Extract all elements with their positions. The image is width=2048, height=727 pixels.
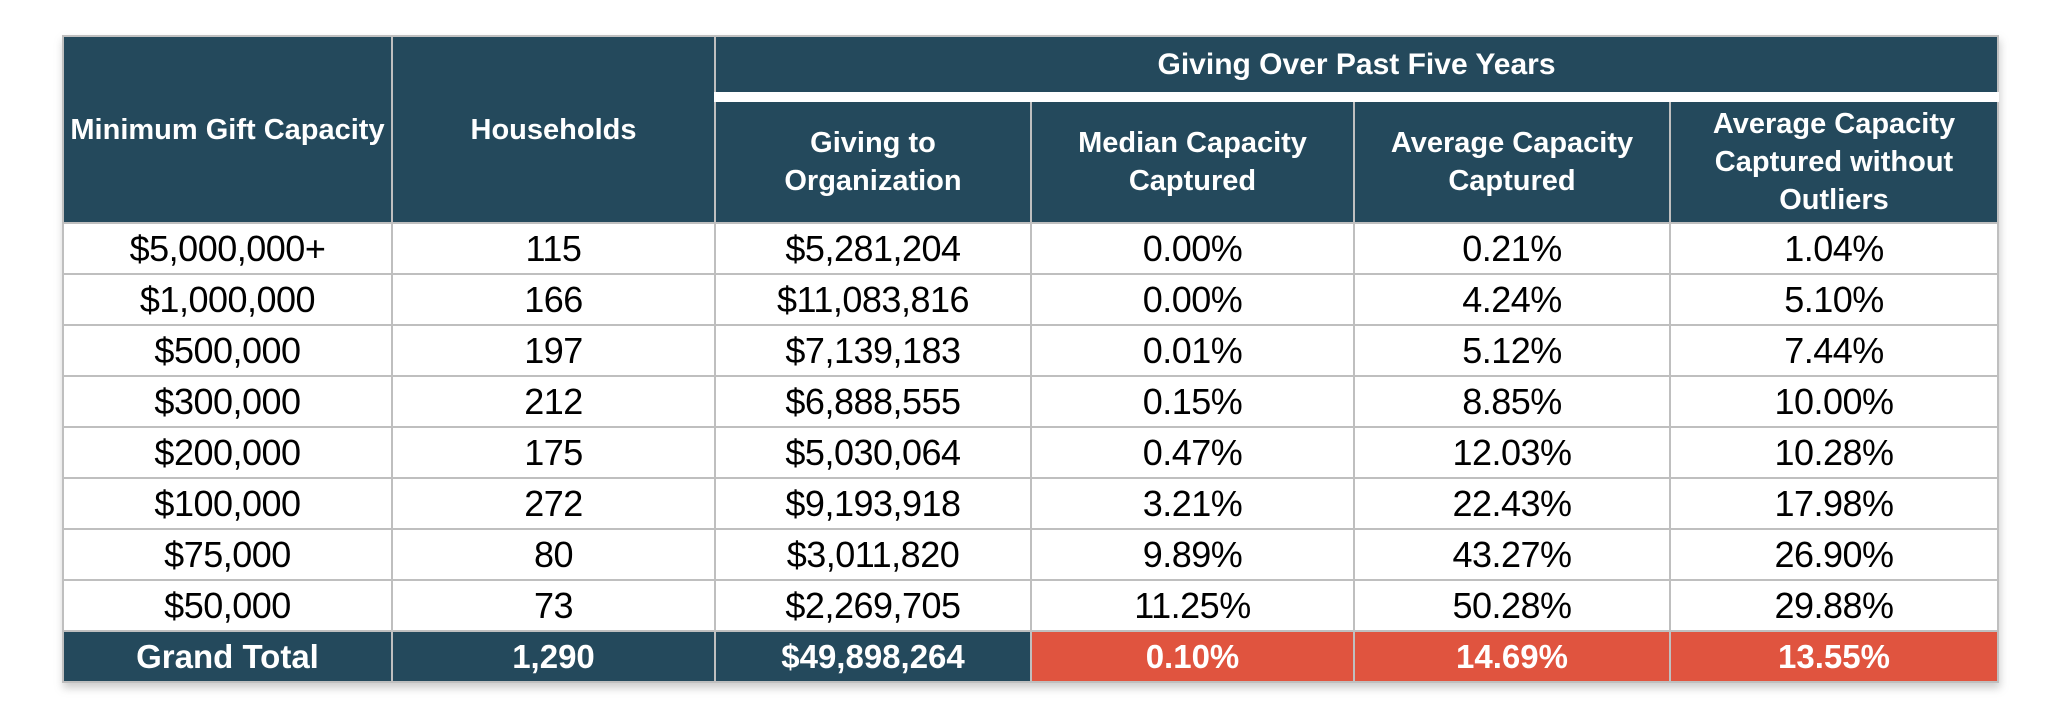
table-cell: 80 — [391, 528, 716, 581]
table-body: $5,000,000+ 115 $5,281,204 0.00% 0.21% 1… — [62, 222, 1999, 683]
table-row: $100,000 272 $9,193,918 3.21% 22.43% 17.… — [62, 477, 1999, 530]
group-header-row: Minimum Gift Capacity Households Giving … — [62, 35, 1999, 224]
table-cell: 12.03% — [1353, 426, 1671, 479]
col-header-giving-to-organization: Giving to Organization — [714, 96, 1032, 224]
table-cell: $100,000 — [62, 477, 393, 530]
table-cell: 11.25% — [1030, 579, 1355, 632]
table-row: $1,000,000 166 $11,083,816 0.00% 4.24% 5… — [62, 273, 1999, 326]
table-cell: 166 — [391, 273, 716, 326]
table-cell: 3.21% — [1030, 477, 1355, 530]
table-cell: $75,000 — [62, 528, 393, 581]
table-cell: 0.00% — [1030, 273, 1355, 326]
table-cell: 22.43% — [1353, 477, 1671, 530]
col-header-average-capacity-captured-without-outliers: Average Capacity Captured without Outlie… — [1669, 96, 1999, 224]
col-header-minimum-gift-capacity: Minimum Gift Capacity — [62, 35, 393, 224]
table-cell: $200,000 — [62, 426, 393, 479]
table-cell: 0.47% — [1030, 426, 1355, 479]
table-cell: 0.00% — [1030, 222, 1355, 275]
col-header-average-capacity-captured: Average Capacity Captured — [1353, 96, 1671, 224]
table-cell: 10.00% — [1669, 375, 1999, 428]
table-cell: $6,888,555 — [714, 375, 1032, 428]
table-cell: $5,281,204 — [714, 222, 1032, 275]
table-cell: $11,083,816 — [714, 273, 1032, 326]
table-row: $500,000 197 $7,139,183 0.01% 5.12% 7.44… — [62, 324, 1999, 377]
table-cell: 43.27% — [1353, 528, 1671, 581]
table-cell: $50,000 — [62, 579, 393, 632]
table-cell: 197 — [391, 324, 716, 377]
table-row: $75,000 80 $3,011,820 9.89% 43.27% 26.90… — [62, 528, 1999, 581]
grand-total-label: Grand Total — [62, 630, 393, 683]
table-row: $50,000 73 $2,269,705 11.25% 50.28% 29.8… — [62, 579, 1999, 632]
table-cell: 10.28% — [1669, 426, 1999, 479]
grand-total-cell: 13.55% — [1669, 630, 1999, 683]
col-header-median-capacity-captured: Median Capacity Captured — [1030, 96, 1355, 224]
table-cell: $3,011,820 — [714, 528, 1032, 581]
giving-capacity-table: Minimum Gift Capacity Households Giving … — [62, 35, 1999, 683]
table-cell: 7.44% — [1669, 324, 1999, 377]
table-cell: 50.28% — [1353, 579, 1671, 632]
table-row: $300,000 212 $6,888,555 0.15% 8.85% 10.0… — [62, 375, 1999, 428]
table-cell: $7,139,183 — [714, 324, 1032, 377]
table-row: $5,000,000+ 115 $5,281,204 0.00% 0.21% 1… — [62, 222, 1999, 275]
table-header: Minimum Gift Capacity Households Giving … — [62, 35, 1999, 224]
table-cell: $2,269,705 — [714, 579, 1032, 632]
table-cell: 0.01% — [1030, 324, 1355, 377]
grand-total-cell: 1,290 — [391, 630, 716, 683]
table-cell: 115 — [391, 222, 716, 275]
giving-capacity-table-container: Minimum Gift Capacity Households Giving … — [62, 35, 1999, 683]
table-row: $200,000 175 $5,030,064 0.47% 12.03% 10.… — [62, 426, 1999, 479]
table-cell: 272 — [391, 477, 716, 530]
table-cell: $1,000,000 — [62, 273, 393, 326]
group-header-giving-over-past-five-years: Giving Over Past Five Years — [714, 35, 1999, 102]
grand-total-cell: $49,898,264 — [714, 630, 1032, 683]
table-cell: 175 — [391, 426, 716, 479]
table-cell: $9,193,918 — [714, 477, 1032, 530]
subheader-row: Giving to Organization Median Capacity C… — [63, 96, 1999, 224]
table-cell: 26.90% — [1669, 528, 1999, 581]
table-cell: 0.21% — [1353, 222, 1671, 275]
table-cell: 8.85% — [1353, 375, 1671, 428]
table-cell: $5,000,000+ — [62, 222, 393, 275]
table-cell: 5.10% — [1669, 273, 1999, 326]
table-cell: $5,030,064 — [714, 426, 1032, 479]
grand-total-cell: 0.10% — [1030, 630, 1355, 683]
table-cell: 73 — [391, 579, 716, 632]
table-cell: $500,000 — [62, 324, 393, 377]
table-cell: 29.88% — [1669, 579, 1999, 632]
table-cell: 1.04% — [1669, 222, 1999, 275]
table-cell: $300,000 — [62, 375, 393, 428]
table-cell: 5.12% — [1353, 324, 1671, 377]
table-cell: 17.98% — [1669, 477, 1999, 530]
col-header-households: Households — [391, 35, 716, 224]
table-cell: 4.24% — [1353, 273, 1671, 326]
grand-total-row: Grand Total 1,290 $49,898,264 0.10% 14.6… — [62, 630, 1999, 683]
grand-total-cell: 14.69% — [1353, 630, 1671, 683]
table-cell: 9.89% — [1030, 528, 1355, 581]
table-cell: 0.15% — [1030, 375, 1355, 428]
table-cell: 212 — [391, 375, 716, 428]
